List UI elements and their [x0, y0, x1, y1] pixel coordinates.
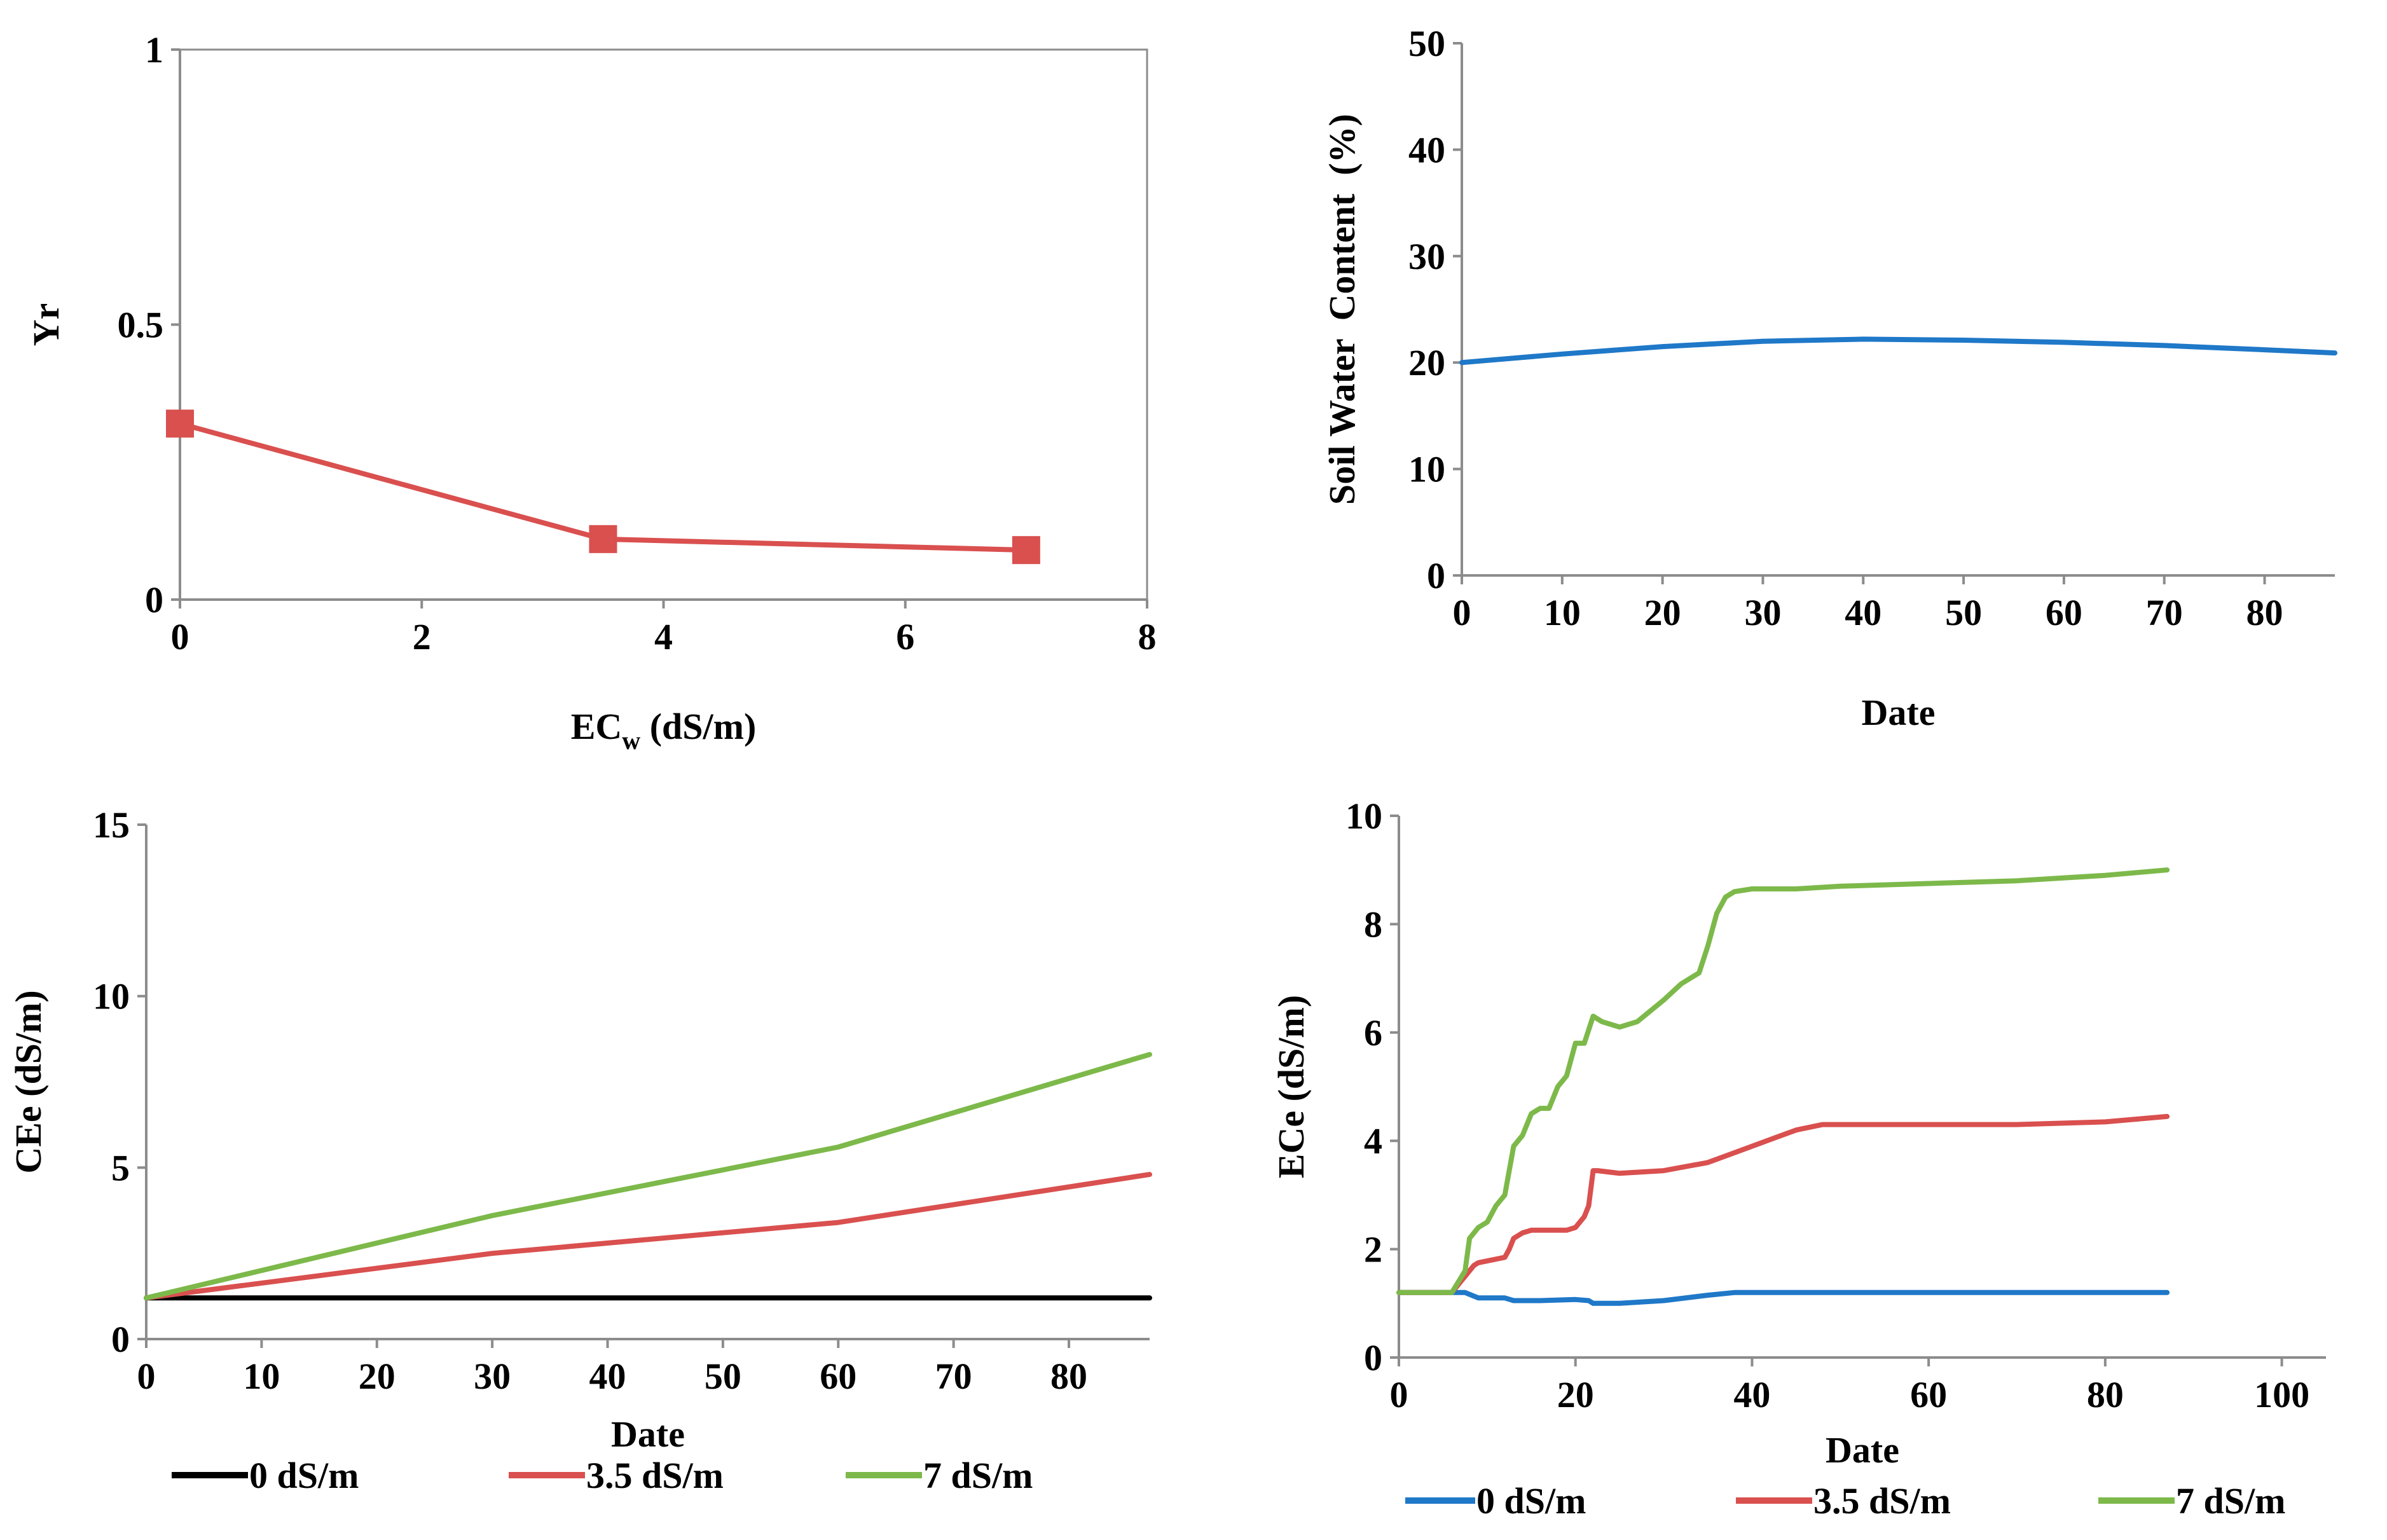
x-tick-label: 6 [896, 616, 914, 657]
x-axis-title-subscript: w [622, 726, 640, 755]
data-point-marker [1012, 536, 1040, 565]
data-point-marker [589, 525, 617, 553]
x-tick-label: 30 [1744, 592, 1781, 633]
x-tick-label: 50 [1945, 592, 1982, 633]
x-axis-title: Date [1862, 692, 1936, 733]
x-tick-label: 10 [1544, 592, 1581, 633]
x-tick-label: 70 [935, 1356, 972, 1397]
y-axis-title: ECe (dS/m) [1270, 995, 1312, 1178]
y-tick-label: 4 [1364, 1120, 1382, 1162]
legend-label-0: 0 dS/m [249, 1455, 359, 1496]
x-tick-label: 0 [171, 616, 189, 657]
y-tick-label: 0 [145, 579, 163, 621]
x-tick-label: 0 [137, 1356, 156, 1397]
chart-panel-bottom-left: 0 5 10 15 0 10 20 30 40 50 60 70 80 CEe (dS/m) Date 0 d… [8, 804, 1152, 1496]
x-tick-label: 60 [1910, 1374, 1947, 1415]
plot-frame [179, 48, 1148, 601]
y-tick-label: 0 [1364, 1337, 1382, 1378]
x-tick-label: 80 [1050, 1356, 1087, 1397]
x-axis-title: Date [1826, 1429, 1899, 1471]
y-tick-label: 6 [1364, 1012, 1382, 1054]
x-tick-label: 8 [1138, 616, 1157, 657]
x-axis-title-main: EC [571, 706, 623, 747]
chart-panel-top-right: 0 10 20 30 40 50 0 10 20 30 40 50 60 70 80 Soil Water C… [1321, 23, 2337, 733]
legend-label-1: 3.5 dS/m [586, 1455, 724, 1496]
x-tick-label: 70 [2146, 592, 2183, 633]
x-tick-label: 30 [474, 1356, 511, 1397]
y-axis-title: Yr [25, 303, 67, 347]
x-tick-label: 50 [705, 1356, 741, 1397]
x-tick-label: 0 [1453, 592, 1471, 633]
series-line-1 [144, 1172, 1152, 1301]
y-tick-label: 0 [111, 1319, 130, 1360]
x-tick-label: 20 [1557, 1374, 1594, 1415]
x-tick-label: 2 [413, 616, 431, 657]
y-axis-title: CEe (dS/m) [8, 990, 49, 1173]
series-line-0 [1459, 336, 2337, 366]
y-tick-label: 50 [1408, 23, 1445, 64]
legend-label-2: 7 dS/m [2176, 1480, 2285, 1522]
x-tick-label: 0 [1390, 1374, 1408, 1415]
x-tick-label: 20 [359, 1356, 396, 1397]
x-axis-title: ECw (dS/m) [571, 706, 757, 755]
x-tick-label: 80 [2246, 592, 2283, 633]
series-line-0 [1396, 1289, 2170, 1306]
series-line-1 [1396, 1113, 2170, 1295]
y-tick-label: 10 [93, 976, 130, 1017]
y-tick-label: 5 [111, 1147, 130, 1188]
x-axis-title: Date [611, 1413, 685, 1455]
y-tick-label: 0.5 [118, 305, 164, 346]
y-tick-label: 10 [1345, 795, 1382, 837]
y-tick-label: 1 [145, 29, 163, 71]
legend-label-1: 3.5 dS/m [1813, 1480, 1951, 1522]
x-tick-label: 100 [2254, 1374, 2309, 1415]
y-tick-label: 30 [1408, 236, 1445, 277]
y-tick-label: 40 [1408, 129, 1445, 170]
y-tick-label: 10 [1408, 449, 1445, 490]
x-tick-label: 60 [2046, 592, 2082, 633]
x-tick-label: 4 [654, 616, 673, 657]
y-tick-label: 8 [1364, 904, 1382, 945]
x-tick-label: 60 [820, 1356, 856, 1397]
legend-label-2: 7 dS/m [923, 1455, 1033, 1496]
x-tick-label: 20 [1644, 592, 1681, 633]
y-tick-label: 0 [1427, 555, 1445, 596]
y-axis-title: Soil Water Content (%) [1321, 114, 1363, 505]
chart-panel-top-left: 0 0.5 1 0 2 4 6 8 Yr ECw (dS/m) [25, 29, 1157, 755]
series-line-2 [144, 1052, 1152, 1301]
x-tick-label: 40 [589, 1356, 626, 1397]
y-tick-label: 20 [1408, 342, 1445, 383]
y-tick-label: 2 [1364, 1229, 1382, 1270]
y-tick-label: 15 [93, 804, 130, 846]
x-tick-label: 80 [2087, 1374, 2124, 1415]
x-tick-label: 40 [1845, 592, 1881, 633]
x-tick-label: 40 [1733, 1374, 1770, 1415]
data-point-marker [166, 409, 194, 438]
x-tick-label: 10 [243, 1356, 280, 1397]
x-axis-title-unit: (dS/m) [640, 706, 756, 747]
legend-label-0: 0 dS/m [1476, 1480, 1586, 1522]
series-line-2 [1396, 867, 2170, 1295]
